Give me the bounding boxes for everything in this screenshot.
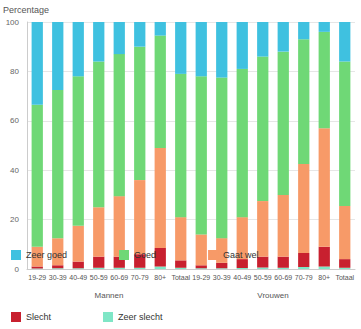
svg-text:60-69: 60-69 bbox=[110, 274, 128, 281]
svg-text:40-49: 40-49 bbox=[233, 274, 251, 281]
svg-text:80+: 80+ bbox=[318, 274, 330, 281]
svg-text:80: 80 bbox=[10, 67, 19, 76]
svg-text:Zeer goed: Zeer goed bbox=[26, 250, 67, 260]
svg-text:50-59: 50-59 bbox=[254, 274, 272, 281]
svg-text:19-29: 19-29 bbox=[192, 274, 210, 281]
svg-text:70-79: 70-79 bbox=[295, 274, 313, 281]
svg-text:100: 100 bbox=[6, 18, 20, 27]
svg-text:19-29: 19-29 bbox=[28, 274, 46, 281]
svg-text:Vrouwen: Vrouwen bbox=[257, 291, 288, 300]
svg-text:Percentage: Percentage bbox=[3, 5, 49, 15]
svg-text:40: 40 bbox=[10, 166, 19, 175]
svg-text:40-49: 40-49 bbox=[69, 274, 87, 281]
svg-text:80+: 80+ bbox=[154, 274, 166, 281]
svg-text:Mannen: Mannen bbox=[95, 291, 124, 300]
svg-text:Zeer slecht: Zeer slecht bbox=[118, 312, 163, 322]
svg-text:0: 0 bbox=[15, 265, 20, 274]
svg-text:60: 60 bbox=[10, 116, 19, 125]
svg-text:30-39: 30-39 bbox=[49, 274, 67, 281]
svg-text:Totaal: Totaal bbox=[335, 274, 354, 281]
svg-text:Goed: Goed bbox=[134, 250, 156, 260]
svg-text:Slecht: Slecht bbox=[26, 312, 52, 322]
svg-text:50-59: 50-59 bbox=[90, 274, 108, 281]
svg-text:20: 20 bbox=[10, 215, 19, 224]
svg-text:Gaat wel: Gaat wel bbox=[223, 250, 259, 260]
svg-text:30-39: 30-39 bbox=[213, 274, 231, 281]
svg-text:60-69: 60-69 bbox=[274, 274, 292, 281]
svg-text:70-79: 70-79 bbox=[131, 274, 149, 281]
svg-text:Totaal: Totaal bbox=[171, 274, 190, 281]
